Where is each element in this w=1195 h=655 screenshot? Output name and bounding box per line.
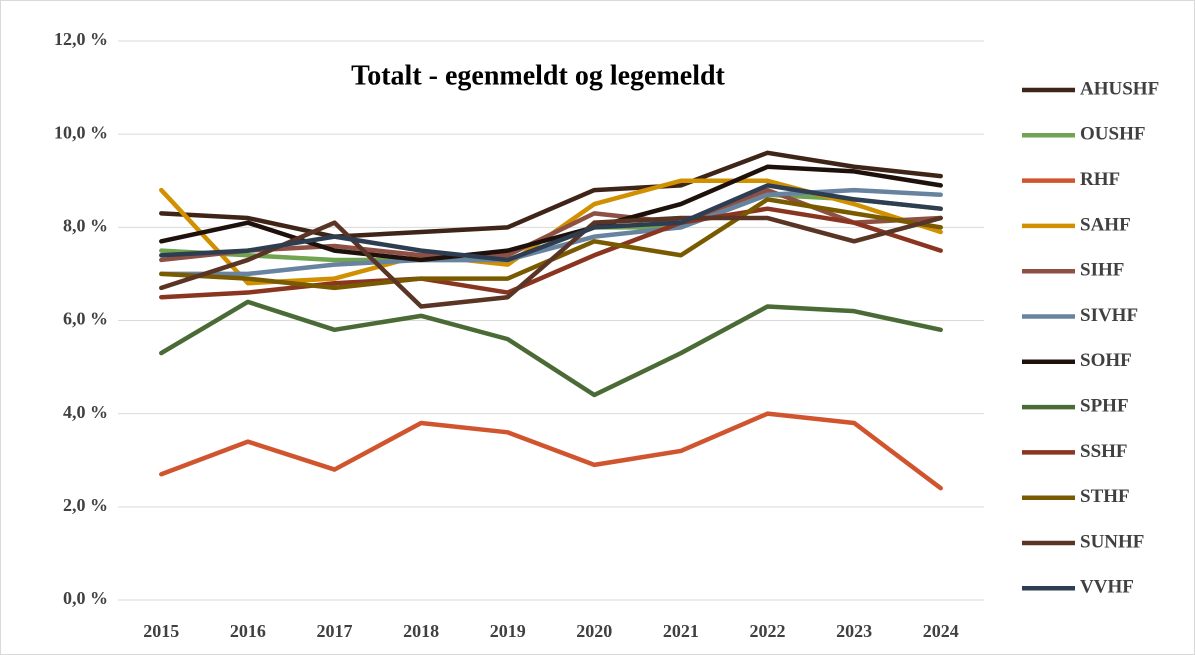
y-tick-label: 4,0 % [63,402,108,422]
y-tick-label: 10,0 % [54,122,108,142]
x-tick-label: 2017 [317,621,353,641]
legend-label: SSHF [1080,441,1128,462]
legend-label: OUSHF [1080,124,1145,145]
x-tick-label: 2020 [576,621,612,641]
legend-label: VVHF [1080,577,1134,598]
x-tick-label: 2018 [403,621,439,641]
y-tick-label: 0,0 % [63,588,108,608]
chart-title: Totalt - egenmeldt og legemeldt [351,60,725,91]
series-line [159,150,943,239]
series-line [159,299,943,398]
y-tick-label: 6,0 % [63,309,108,329]
legend-label: STHF [1080,486,1130,507]
x-tick-label: 2023 [836,621,872,641]
series-line [159,206,943,300]
legend-label: RHF [1080,169,1120,190]
series-line [159,411,943,491]
legend-label: SOHF [1080,350,1132,371]
x-tick-label: 2021 [663,621,699,641]
legend-label: SUNHF [1080,531,1144,552]
series-line [159,164,943,263]
legend-label: AHUSHF [1080,78,1159,99]
x-tick-label: 2016 [230,621,266,641]
legend-label: SIVHF [1080,305,1138,326]
series-line [159,215,943,309]
y-tick-label: 2,0 % [63,495,108,515]
x-tick-label: 2024 [923,621,959,641]
legend-label: SIHF [1080,260,1124,281]
x-tick-label: 2019 [490,621,526,641]
y-tick-label: 8,0 % [63,215,108,235]
x-tick-label: 2022 [750,621,786,641]
series-line [159,183,943,263]
x-tick-label: 2015 [143,621,179,641]
legend-label: SAHF [1080,214,1131,235]
legend-label: SPHF [1080,395,1129,416]
y-tick-label: 12,0 % [54,29,108,49]
